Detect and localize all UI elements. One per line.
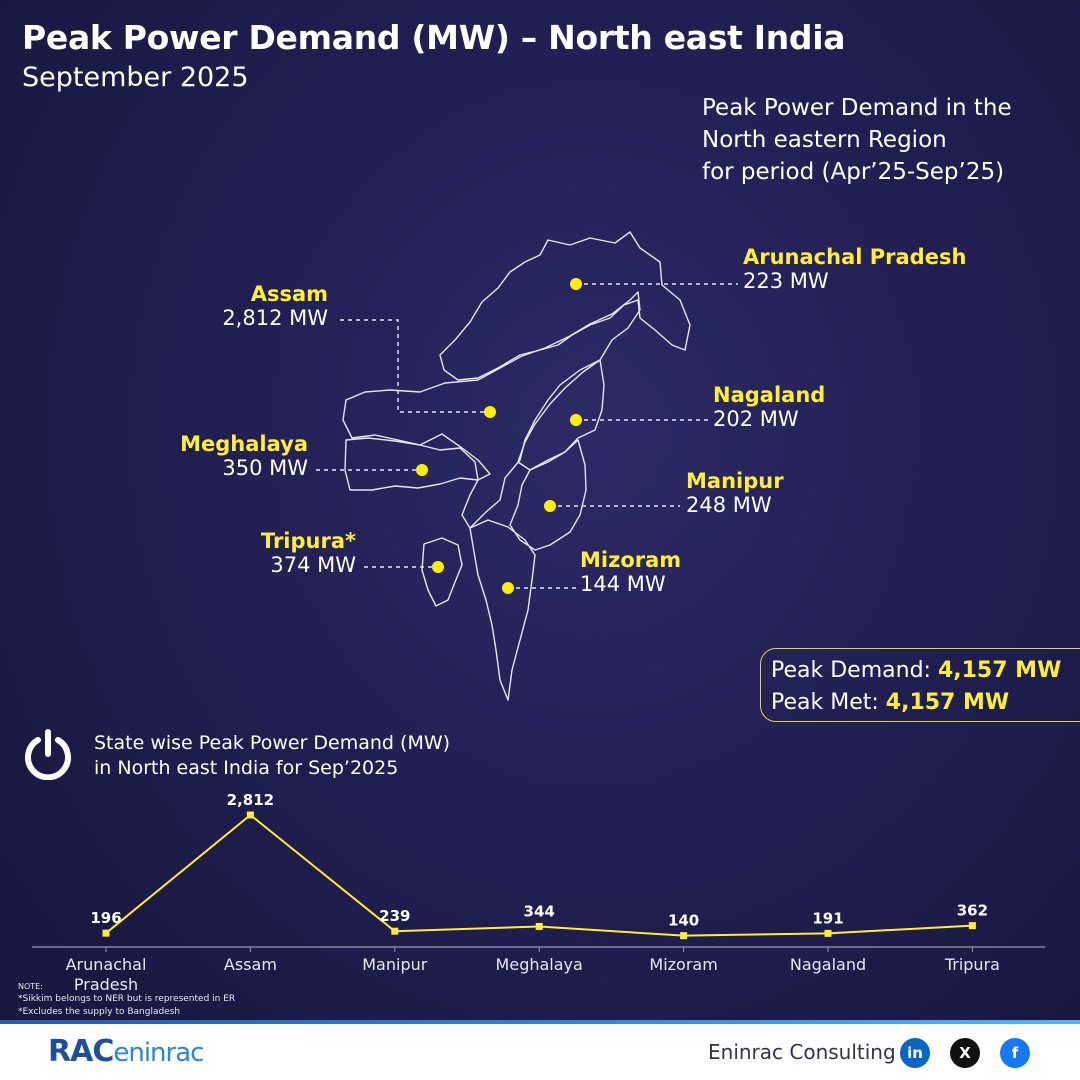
map-outline-mizoram — [469, 519, 536, 701]
x-icon[interactable]: X — [950, 1038, 980, 1068]
map-label-mizoram: Mizoram 144 MW — [580, 548, 681, 596]
data-label: 2,812 — [227, 791, 274, 809]
data-label: 344 — [524, 902, 555, 920]
map-dot-nagaland — [570, 414, 582, 426]
data-point-nagaland — [824, 929, 832, 937]
page-subtitle: September 2025 — [22, 62, 249, 93]
period-description: Peak Power Demand in the North eastern R… — [702, 92, 1062, 188]
state-name: Manipur — [686, 469, 784, 493]
data-point-assam — [246, 811, 254, 819]
note-line: *Excludes the supply to Bangladesh — [18, 1007, 181, 1017]
x-tick-label: Arunachal Pradesh — [66, 955, 147, 994]
map-label-meghalaya: Meghalaya 350 MW — [160, 432, 308, 480]
state-name: Meghalaya — [180, 432, 308, 456]
state-value: 350 MW — [222, 456, 308, 480]
map-dot-arunachal — [570, 278, 582, 290]
footer-accent-bar — [0, 1020, 1080, 1024]
logo-mark: RAC — [48, 1034, 114, 1069]
x-tick-label: Meghalaya — [496, 955, 583, 974]
map-dot-mizoram — [502, 582, 514, 594]
map-dot-assam — [484, 406, 496, 418]
peak-met-value: 4,157 MW — [885, 690, 1010, 715]
linkedin-icon[interactable]: in — [900, 1038, 930, 1068]
x-tick-label: Nagaland — [790, 955, 866, 974]
x-tick-label: Assam — [224, 955, 277, 974]
map-label-tripura: Tripura* 374 MW — [230, 529, 356, 577]
period-line: Peak Power Demand in the — [702, 95, 1012, 121]
company-name: Eninrac Consulting — [708, 1040, 896, 1064]
line-chart: 196 2,812 239 344 140 191 362 Arunachal Pradesh… — [32, 791, 1045, 994]
data-point-mizoram — [680, 932, 688, 940]
peak-met-row: Peak Met: 4,157 MW — [771, 687, 1080, 719]
map-outline-manipur — [509, 439, 587, 551]
summary-box: Peak Demand: 4,157 MW Peak Met: 4,157 MW — [760, 648, 1080, 722]
facebook-icon[interactable]: f — [1000, 1038, 1030, 1068]
data-label: 140 — [668, 912, 699, 930]
x-tick-label: Manipur — [362, 955, 427, 974]
northeast-map — [316, 231, 738, 701]
note-line: *Sikkim belongs to NER but is represente… — [18, 994, 236, 1004]
map-outline-arunachal — [439, 231, 691, 381]
map-label-assam: Assam 2,812 MW — [200, 282, 328, 330]
period-line: North eastern Region — [702, 127, 947, 153]
page-title: Peak Power Demand (MW) – North east Indi… — [22, 18, 846, 57]
x-tick-label: Mizoram — [649, 955, 717, 974]
map-label-arunachal: Arunachal Pradesh 223 MW — [743, 245, 966, 293]
state-value: 223 MW — [743, 269, 829, 293]
x-tick-label: Tripura — [944, 955, 1000, 974]
state-value: 248 MW — [686, 493, 772, 517]
state-value: 2,812 MW — [222, 306, 328, 330]
state-value: 144 MW — [580, 572, 666, 596]
state-value: 202 MW — [713, 407, 799, 431]
notes: NOTE: *Sikkim belongs to NER but is repr… — [18, 980, 235, 1019]
logo-text: eninrac — [113, 1038, 204, 1068]
data-label: 191 — [812, 909, 843, 927]
data-point-manipur — [391, 927, 399, 935]
chart-title: State wise Peak Power Demand (MW) in Nor… — [94, 731, 450, 781]
notes-heading: NOTE: — [18, 982, 43, 991]
state-name: Arunachal Pradesh — [743, 245, 967, 269]
state-name: Assam — [250, 282, 328, 306]
data-point-arunachal-pradesh — [102, 929, 110, 937]
map-dot-tripura — [432, 561, 444, 573]
peak-demand-value: 4,157 MW — [937, 658, 1062, 683]
state-value: 374 MW — [270, 553, 356, 577]
map-outline-assam — [342, 291, 641, 529]
map-label-nagaland: Nagaland 202 MW — [713, 383, 825, 431]
data-label: 362 — [957, 902, 988, 920]
map-outline-meghalaya — [344, 433, 491, 491]
chart-title-line: in North east India for Sep’2025 — [94, 757, 399, 779]
data-point-meghalaya — [535, 922, 543, 930]
peak-met-label: Peak Met: — [771, 690, 886, 715]
data-point-tripura — [968, 922, 976, 930]
peak-demand-label: Peak Demand: — [771, 658, 938, 683]
company-logo: RACeninrac — [48, 1034, 204, 1069]
data-label: 239 — [379, 907, 410, 925]
map-dot-manipur — [544, 500, 556, 512]
chart-title-line: State wise Peak Power Demand (MW) — [94, 732, 451, 754]
leader-line-assam — [340, 319, 490, 413]
power-icon — [25, 729, 71, 780]
state-name: Tripura* — [260, 529, 356, 553]
state-name: Nagaland — [713, 383, 826, 407]
state-name: Mizoram — [580, 548, 682, 572]
data-label: 196 — [90, 909, 121, 927]
map-outline-tripura — [421, 537, 463, 607]
map-label-manipur: Manipur 248 MW — [686, 469, 784, 517]
map-dot-meghalaya — [416, 464, 428, 476]
peak-demand-row: Peak Demand: 4,157 MW — [771, 655, 1080, 687]
period-line: for period (Apr’25-Sep’25) — [702, 159, 1005, 185]
